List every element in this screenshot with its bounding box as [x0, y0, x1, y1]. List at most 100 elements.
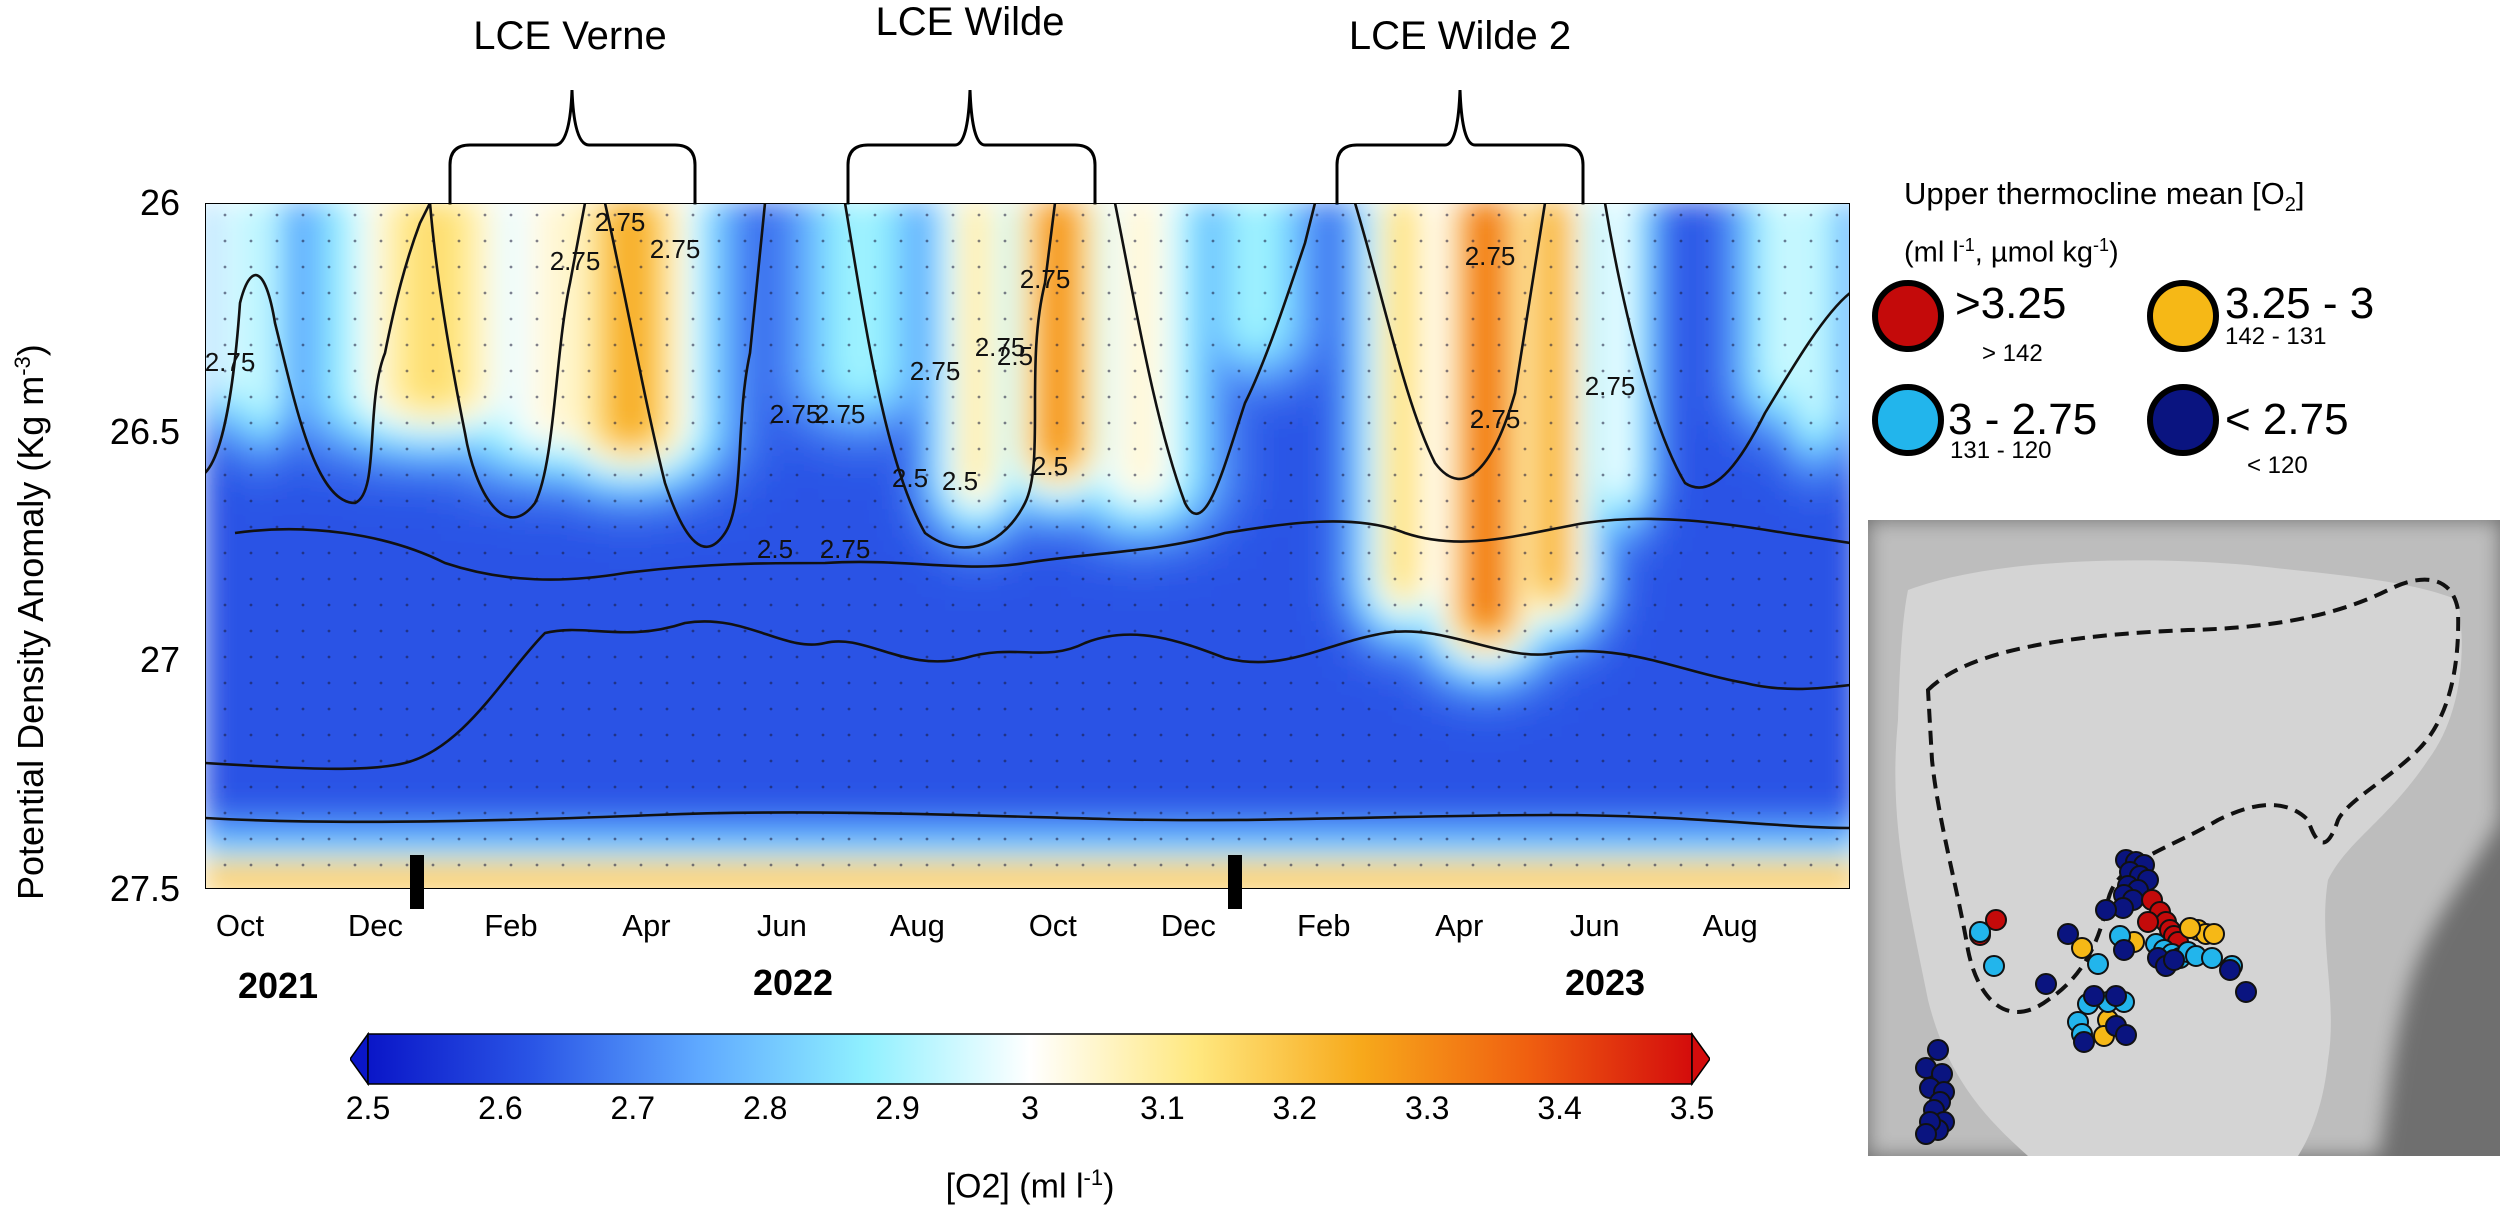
heatmap-cell [553, 383, 571, 401]
heatmap-cell [1575, 355, 1593, 373]
heatmap-cell [1561, 243, 1579, 261]
heatmap-cell [427, 439, 445, 457]
heatmap-cell [469, 271, 487, 289]
heatmap-cell [1659, 299, 1677, 317]
heatmap-cell [1533, 355, 1551, 373]
heatmap-cell [1295, 453, 1313, 471]
heatmap-cell [343, 453, 361, 471]
heatmap-cell [1169, 313, 1187, 331]
heatmap-cell [1029, 397, 1047, 415]
heatmap-cell [427, 467, 445, 485]
heatmap-cell [805, 299, 823, 317]
heatmap-cell [1407, 215, 1425, 233]
heatmap-cell [987, 299, 1005, 317]
heatmap-cell [1715, 425, 1733, 443]
heatmap-cell [385, 467, 403, 485]
heatmap-cell [1785, 299, 1803, 317]
heatmap-cell [1225, 215, 1243, 233]
heatmap-cell [301, 285, 319, 303]
heatmap-cell [1575, 257, 1593, 275]
heatmap-cell [749, 327, 767, 345]
heatmap-cell [1071, 425, 1089, 443]
heatmap-cell [1197, 257, 1215, 275]
heatmap-cell [1281, 383, 1299, 401]
heatmap-cell [1589, 229, 1607, 247]
heatmap-cell [553, 341, 571, 359]
heatmap-cell [1449, 327, 1467, 345]
heatmap-cell [1547, 215, 1565, 233]
heatmap-cell [763, 355, 781, 373]
heatmap-cell [1057, 341, 1075, 359]
heatmap-cell [287, 467, 305, 485]
heatmap-cell [1309, 453, 1327, 471]
heatmap-cell [1715, 271, 1733, 289]
heatmap-cell [1617, 453, 1635, 471]
heatmap-cell [1015, 411, 1033, 429]
heatmap-cell [1281, 425, 1299, 443]
heatmap-cell [973, 271, 991, 289]
heatmap-cell [1715, 453, 1733, 471]
heatmap-cell [1659, 355, 1677, 373]
heatmap-cell [1365, 453, 1383, 471]
heatmap-cell [833, 243, 851, 261]
heatmap-cell [1491, 215, 1509, 233]
heatmap-cell [567, 411, 585, 429]
heatmap-cell [511, 299, 529, 317]
heatmap-cell [847, 397, 865, 415]
heatmap-cell [1183, 313, 1201, 331]
heatmap-cell [1715, 383, 1733, 401]
heatmap-cell [385, 271, 403, 289]
heatmap-cell [483, 229, 501, 247]
heatmap-cell [329, 285, 347, 303]
heatmap-cell [805, 327, 823, 345]
heatmap-cell [749, 397, 767, 415]
heatmap-cell [1421, 257, 1439, 275]
heatmap-cell [987, 229, 1005, 247]
heatmap-cell [1701, 257, 1719, 275]
heatmap-cell [1155, 453, 1173, 471]
heatmap-cell [1183, 229, 1201, 247]
heatmap-cell [931, 299, 949, 317]
heatmap-cell [567, 313, 585, 331]
heatmap-cell [1211, 229, 1229, 247]
heatmap-cell [637, 243, 655, 261]
heatmap-cell [525, 369, 543, 387]
heatmap-cell [301, 467, 319, 485]
heatmap-cell [1477, 397, 1495, 415]
heatmap-cell [1183, 215, 1201, 233]
heatmap-cell [1491, 285, 1509, 303]
heatmap-cell [357, 243, 375, 261]
heatmap-cell [245, 313, 263, 331]
heatmap-cell [231, 313, 249, 331]
heatmap-cell [1071, 257, 1089, 275]
heatmap-cell [1169, 411, 1187, 429]
heatmap-cell [1547, 313, 1565, 331]
heatmap-cell [707, 285, 725, 303]
heatmap-cell [525, 439, 543, 457]
heatmap-cell [287, 285, 305, 303]
heatmap-cell [357, 215, 375, 233]
heatmap-cell [413, 467, 431, 485]
heatmap-cell [1813, 355, 1831, 373]
heatmap-cell [749, 285, 767, 303]
heatmap-cell [1015, 229, 1033, 247]
heatmap-cell [1841, 439, 1850, 457]
heatmap-cell [581, 383, 599, 401]
heatmap-cell [945, 243, 963, 261]
heatmap-cell [1729, 285, 1747, 303]
heatmap-cell [1099, 229, 1117, 247]
heatmap-cell [1071, 397, 1089, 415]
heatmap-cell [707, 439, 725, 457]
heatmap-cell [1645, 215, 1663, 233]
heatmap-cell [959, 215, 977, 233]
heatmap-cell [1561, 411, 1579, 429]
heatmap-cell [1323, 271, 1341, 289]
heatmap-cell [1337, 257, 1355, 275]
heatmap-cell [343, 411, 361, 429]
heatmap-cell [553, 453, 571, 471]
heatmap-cell [945, 453, 963, 471]
heatmap-cell [1771, 299, 1789, 317]
heatmap-cell [861, 411, 879, 429]
heatmap-cell [1113, 341, 1131, 359]
heatmap-cell [777, 453, 795, 471]
